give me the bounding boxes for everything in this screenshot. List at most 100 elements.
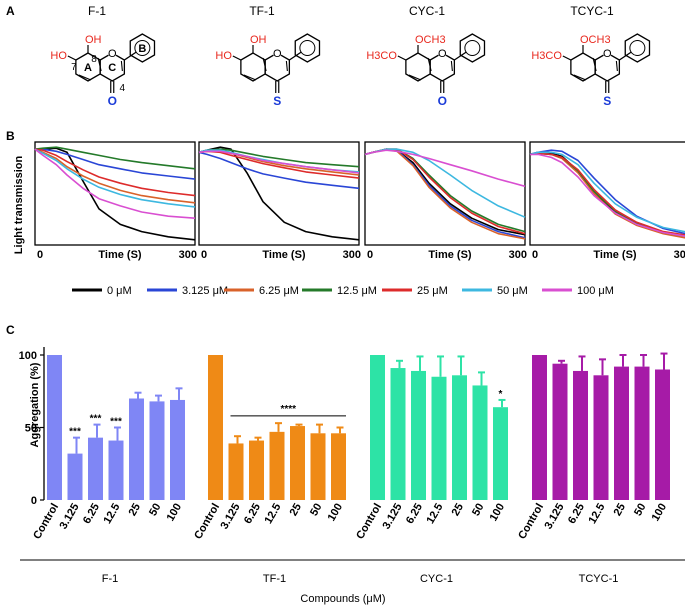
substituent-left: H3CO	[531, 50, 562, 62]
phenyl-bond	[289, 51, 302, 61]
significance-label: ***	[110, 417, 122, 428]
category-label: 12.5	[424, 502, 445, 527]
group-name: TCYC-1	[579, 573, 619, 585]
bar	[431, 376, 447, 500]
trace-line	[364, 148, 526, 235]
ring-oxygen-label: O	[108, 48, 117, 60]
trace-line	[198, 151, 360, 190]
heteroatom-label: O	[438, 94, 447, 108]
category-label: 6.25	[81, 502, 102, 527]
bar	[411, 370, 426, 500]
substituent-top: OCH3	[415, 34, 446, 46]
double-bond	[592, 57, 597, 72]
x-tick-label: 0	[367, 249, 373, 261]
x-axis-label: Time (S)	[262, 249, 306, 261]
legend-label: 3.125 μM	[182, 285, 228, 297]
substituent-left: HO	[50, 50, 67, 62]
category-label: 100	[650, 502, 670, 524]
bar	[269, 431, 285, 500]
trace-panel-frame	[198, 141, 360, 246]
category-label: Control	[31, 502, 61, 542]
category-label: 6.25	[566, 502, 587, 527]
category-label: 3.125	[380, 502, 404, 532]
bar	[552, 363, 568, 500]
phenyl-bond	[619, 51, 632, 61]
trace-line	[529, 152, 685, 236]
trace-panel-frame	[364, 141, 526, 246]
ring-b	[459, 33, 486, 63]
bar	[129, 398, 144, 500]
ring-a	[240, 52, 266, 82]
category-label: 12.5	[586, 502, 607, 527]
panel-label-c: C	[6, 323, 15, 337]
traces-y-label: Light transmission	[13, 156, 25, 255]
ring-oxygen-bg	[437, 48, 447, 58]
heteroatom-label: S	[603, 94, 611, 108]
bar	[67, 453, 83, 500]
ring-oxygen-bg	[602, 48, 612, 58]
ring-oxygen-bg	[272, 48, 282, 58]
ring-c	[594, 52, 621, 82]
bar	[614, 366, 629, 500]
phenyl-bond	[454, 51, 467, 61]
double-bond	[573, 74, 587, 81]
category-label: Control	[192, 502, 222, 542]
heteroatom-label: O	[108, 94, 117, 108]
significance-label: ***	[69, 427, 81, 438]
trace-line	[198, 146, 360, 241]
position-label-8: 8	[91, 54, 97, 65]
substituent-left: H3CO	[366, 50, 397, 62]
c7-bond	[232, 55, 242, 61]
ring-label-c: C	[108, 62, 116, 74]
c7-bond	[562, 55, 572, 61]
double-bond	[408, 74, 422, 81]
legend-label: 12.5 μM	[337, 285, 377, 297]
trace-panel-frame	[529, 141, 685, 246]
bar	[310, 433, 326, 500]
c7-bond	[397, 55, 407, 61]
legend-label: 0 μM	[107, 285, 132, 297]
bar	[47, 355, 62, 500]
legend-label: 50 μM	[497, 285, 528, 297]
heteroatom-label: S	[273, 94, 281, 108]
bars-y-label: Aggregation (%)	[29, 362, 41, 447]
y-tick-label: 0	[31, 495, 37, 507]
aromatic-circle	[134, 40, 151, 56]
panel-label-a: A	[6, 4, 15, 18]
bar	[370, 355, 385, 500]
aromatic-circle	[299, 40, 316, 56]
phenyl-bond	[124, 51, 137, 61]
double-bond	[615, 60, 618, 72]
group-name: CYC-1	[420, 573, 453, 585]
substituent-left: HO	[215, 50, 232, 62]
legend-label: 25 μM	[417, 285, 448, 297]
category-label: 6.25	[404, 502, 425, 527]
category-label: Control	[516, 502, 546, 542]
double-bond	[262, 57, 267, 72]
category-label: 100	[326, 502, 346, 524]
bar	[149, 401, 165, 500]
bar	[88, 437, 103, 500]
bar	[331, 433, 346, 500]
bar	[634, 366, 650, 500]
substituent-top: OH	[250, 34, 267, 46]
x-tick-label: 300	[509, 249, 527, 261]
trace-line	[35, 147, 196, 241]
x-axis-label: Time (S)	[593, 249, 637, 261]
ring-oxygen-label: O	[273, 48, 282, 60]
group-name: TF-1	[263, 573, 286, 585]
trace-line	[364, 148, 526, 233]
double-bond	[285, 60, 288, 72]
trace-panel-cyc-1: 0 300 Time (S)	[364, 141, 527, 261]
bar	[228, 443, 244, 500]
structure-f-1: F-1 O O OH HO A C B 7 8 4	[50, 4, 156, 108]
aromatic-circle	[629, 40, 646, 56]
trace-line	[34, 146, 196, 170]
trace-panel-frame	[34, 141, 196, 246]
bar	[170, 399, 185, 500]
structure-name: TF-1	[249, 4, 275, 18]
bar	[493, 407, 508, 500]
